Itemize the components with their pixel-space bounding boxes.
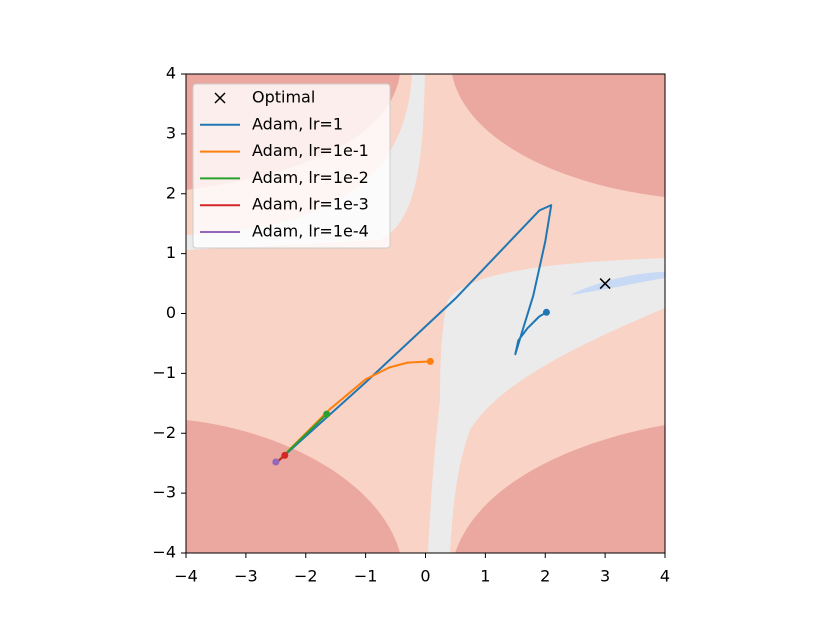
y-tick-label: 1 [166, 243, 176, 262]
legend-label: Adam, lr=1 [252, 114, 343, 133]
trajectory [275, 360, 431, 464]
y-tick-label: −2 [152, 423, 176, 442]
y-tick-label: −3 [152, 483, 176, 502]
end-point [542, 308, 550, 316]
x-tick-label: −4 [174, 567, 198, 586]
y-tick-label: 3 [166, 123, 176, 142]
y-tick-label: −1 [152, 363, 176, 382]
y-tick-label: 4 [166, 64, 176, 83]
legend-label: Optimal [252, 88, 315, 107]
y-tick-label: −4 [152, 543, 176, 562]
end-point [281, 451, 289, 459]
legend-label: Adam, lr=1e-3 [252, 195, 369, 214]
contour-level [428, 258, 665, 553]
x-tick-label: −1 [354, 567, 378, 586]
contour-level [455, 425, 665, 553]
x-tick-label: 4 [660, 567, 670, 586]
x-tick-label: −3 [234, 567, 258, 586]
y-tick-label: 0 [166, 303, 176, 322]
end-point [323, 410, 331, 418]
x-tick-label: 3 [600, 567, 610, 586]
contour-level [186, 420, 400, 553]
legend-marker [214, 92, 226, 104]
end-point [426, 357, 434, 365]
x-tick-label: 2 [540, 567, 550, 586]
y-tick-label: 2 [166, 183, 176, 202]
optimal-marker [599, 278, 611, 290]
end-point [272, 458, 280, 466]
legend-label: Adam, lr=1e-4 [252, 222, 369, 241]
contour-level [570, 272, 665, 295]
legend-box [192, 83, 391, 249]
trajectory [275, 204, 553, 464]
x-tick-label: −2 [294, 567, 318, 586]
x-tick-label: 0 [420, 567, 430, 586]
x-tick-label: 1 [480, 567, 490, 586]
legend-label: Adam, lr=1e-1 [252, 141, 369, 160]
legend-label: Adam, lr=1e-2 [252, 168, 369, 187]
contour-level [452, 74, 665, 197]
